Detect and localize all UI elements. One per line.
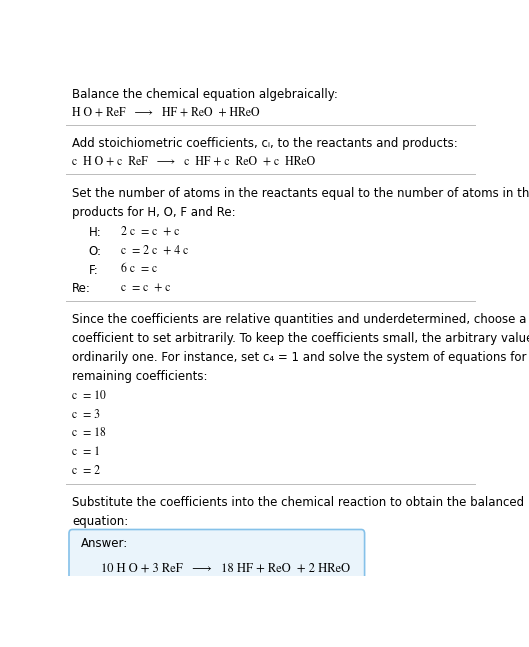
Text: Re:: Re: [72, 283, 91, 296]
Text: F:: F: [89, 263, 98, 276]
Text: Add stoichiometric coefficients, cᵢ, to the reactants and products:: Add stoichiometric coefficients, cᵢ, to … [72, 137, 458, 150]
Text: c₂ = c₄ + c₅: c₂ = c₄ + c₅ [122, 283, 174, 294]
Text: Since the coefficients are relative quantities and underdetermined, choose a: Since the coefficients are relative quan… [72, 313, 527, 326]
Text: ordinarily one. For instance, set c₄ = 1 and solve the system of equations for t: ordinarily one. For instance, set c₄ = 1… [72, 351, 529, 364]
Text: c₅ = 2: c₅ = 2 [72, 466, 101, 477]
Text: remaining coefficients:: remaining coefficients: [72, 370, 208, 383]
Text: c₁ = 10: c₁ = 10 [72, 389, 106, 402]
Text: H₂O + ReF₆  ⟶   HF + ReO₂ + HReO₄: H₂O + ReF₆ ⟶ HF + ReO₂ + HReO₄ [72, 107, 263, 118]
Text: products for H, O, F and Re:: products for H, O, F and Re: [72, 206, 236, 219]
Text: 6 c₂ = c₃: 6 c₂ = c₃ [122, 263, 161, 275]
Text: c₂ = 3: c₂ = 3 [72, 409, 101, 421]
Text: c₄ = 1: c₄ = 1 [72, 446, 101, 458]
Text: 10 H₂O + 3 ReF₆  ⟶   18 HF + ReO₂ + 2 HReO₄: 10 H₂O + 3 ReF₆ ⟶ 18 HF + ReO₂ + 2 HReO₄ [101, 563, 353, 575]
Text: c₃ = 18: c₃ = 18 [72, 428, 106, 439]
Text: c₁ H₂O + c₂ ReF₆  ⟶   c₃ HF + c₄ ReO₂ + c₅ HReO₄: c₁ H₂O + c₂ ReF₆ ⟶ c₃ HF + c₄ ReO₂ + c₅ … [72, 156, 318, 168]
Text: 2 c₁ = c₃ + c₅: 2 c₁ = c₃ + c₅ [122, 226, 183, 237]
Text: O:: O: [89, 245, 102, 258]
Text: equation:: equation: [72, 515, 129, 528]
Text: Balance the chemical equation algebraically:: Balance the chemical equation algebraica… [72, 87, 338, 100]
Text: coefficient to set arbitrarily. To keep the coefficients small, the arbitrary va: coefficient to set arbitrarily. To keep … [72, 332, 529, 345]
Text: Set the number of atoms in the reactants equal to the number of atoms in the: Set the number of atoms in the reactants… [72, 187, 529, 200]
Text: H:: H: [89, 226, 102, 239]
Text: c₁ = 2 c₄ + 4 c₅: c₁ = 2 c₄ + 4 c₅ [122, 245, 191, 256]
Text: Answer:: Answer: [80, 538, 127, 551]
FancyBboxPatch shape [69, 529, 364, 594]
Text: Substitute the coefficients into the chemical reaction to obtain the balanced: Substitute the coefficients into the che… [72, 496, 524, 509]
